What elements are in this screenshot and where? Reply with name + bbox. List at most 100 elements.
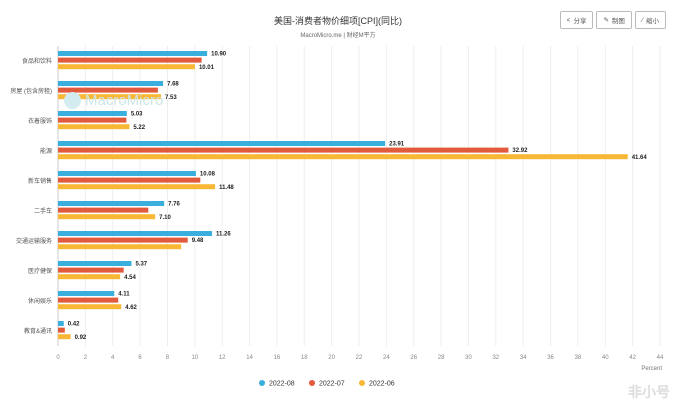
legend-label: 2022-07	[319, 381, 345, 388]
x-tick-label: 10	[191, 355, 198, 361]
chart-title: 美国-消费者物价细项[CPI](同比)	[274, 16, 402, 26]
bar	[58, 214, 156, 220]
bar	[58, 81, 164, 86]
data-label: 0.42	[68, 322, 80, 328]
x-tick-label: 22	[356, 355, 363, 361]
bar	[58, 267, 124, 273]
share-button[interactable]: < 分享	[559, 11, 594, 29]
bar	[58, 111, 127, 116]
category-label: 医疗健保	[28, 267, 52, 275]
bar	[58, 154, 628, 160]
bar	[58, 244, 182, 250]
data-label: 4.11	[118, 292, 130, 298]
data-label: 10.08	[200, 172, 216, 178]
x-tick-label: 0	[56, 355, 60, 361]
data-label: 5.03	[131, 112, 143, 118]
bar	[58, 304, 122, 310]
x-tick-label: 2	[84, 355, 88, 361]
data-label: 23.91	[389, 142, 405, 148]
data-label: 41.64	[632, 155, 648, 161]
data-label: 4.54	[124, 275, 136, 281]
category-label: 衣着服饰	[28, 117, 52, 125]
x-tick-label: 4	[111, 355, 115, 361]
toolbar: < 分享 ✎ 制图 ⁄ 缩小	[559, 11, 666, 29]
bar	[58, 321, 64, 326]
data-label: 32.92	[512, 148, 528, 154]
bar	[58, 51, 208, 56]
watermark: MacroMicro	[64, 92, 163, 109]
bar	[58, 334, 71, 340]
data-label: 7.53	[165, 95, 177, 101]
category-label: 新车销售	[28, 177, 52, 185]
data-label: 9.48	[192, 238, 204, 244]
bar	[58, 171, 196, 176]
data-label: 7.10	[159, 215, 171, 221]
x-axis-label: Percent	[641, 366, 662, 372]
data-label: 0.92	[75, 335, 87, 341]
x-tick-label: 18	[301, 355, 308, 361]
bar	[58, 297, 119, 303]
data-label: 5.37	[135, 262, 147, 268]
draw-button[interactable]: ✎ 制图	[596, 11, 632, 29]
legend-marker	[309, 380, 315, 386]
category-label: 房屋 (包含房租)	[10, 87, 52, 95]
x-tick-label: 44	[657, 355, 664, 361]
watermark-feixiaohao: 非小号	[628, 384, 670, 400]
x-tick-label: 28	[438, 355, 445, 361]
x-tick-label: 34	[520, 355, 527, 361]
x-tick-label: 36	[547, 355, 554, 361]
bar	[58, 237, 188, 243]
data-label: 11.48	[219, 185, 234, 191]
x-tick-label: 26	[410, 355, 417, 361]
x-tick-label: 16	[274, 355, 281, 361]
legend-label: 2022-08	[269, 381, 295, 388]
x-tick-label: 14	[246, 355, 253, 361]
data-label: 4.62	[125, 305, 137, 311]
bar	[58, 261, 132, 266]
bar	[58, 291, 115, 296]
category-label: 教育&通讯	[24, 327, 52, 335]
shrink-icon: ⁄	[641, 16, 643, 24]
x-tick-label: 40	[602, 355, 609, 361]
category-label: 休闲娱乐	[28, 297, 52, 305]
category-label: 二手车	[34, 207, 52, 215]
data-label: 5.22	[133, 125, 145, 131]
data-label: 10.01	[199, 65, 215, 71]
x-tick-label: 12	[219, 355, 226, 361]
bar	[58, 147, 509, 153]
data-label: 10.90	[211, 52, 227, 58]
shrink-button[interactable]: ⁄ 缩小	[634, 11, 666, 29]
x-tick-label: 24	[383, 355, 390, 361]
legend-marker	[359, 380, 365, 386]
x-tick-label: 20	[328, 355, 335, 361]
x-tick-label: 42	[629, 355, 636, 361]
x-tick-label: 6	[138, 355, 142, 361]
data-label: 11.26	[216, 232, 231, 238]
bar	[58, 87, 158, 93]
bar	[58, 57, 202, 63]
bar	[58, 64, 195, 70]
bar	[58, 117, 127, 123]
share-icon: <	[566, 16, 571, 24]
bar	[58, 231, 213, 236]
x-tick-label: 8	[166, 355, 170, 361]
category-label: 交通运输服务	[16, 237, 52, 245]
legend-marker	[259, 380, 265, 386]
bar	[58, 94, 162, 100]
bar	[58, 177, 201, 183]
chart-subtitle: MacroMicro.me | 财经M平方	[300, 33, 376, 39]
bar	[58, 184, 216, 190]
x-tick-label: 38	[575, 355, 582, 361]
category-label: 能源	[40, 147, 52, 155]
data-label: 7.68	[167, 82, 179, 88]
data-label: 7.76	[168, 202, 180, 208]
pencil-icon: ✎	[603, 17, 609, 24]
x-tick-label: 30	[465, 355, 472, 361]
x-tick-label: 32	[492, 355, 499, 361]
legend-label: 2022-06	[369, 381, 395, 388]
bar	[58, 207, 149, 213]
bar	[58, 201, 165, 206]
macromicro-logo-icon	[64, 92, 81, 109]
